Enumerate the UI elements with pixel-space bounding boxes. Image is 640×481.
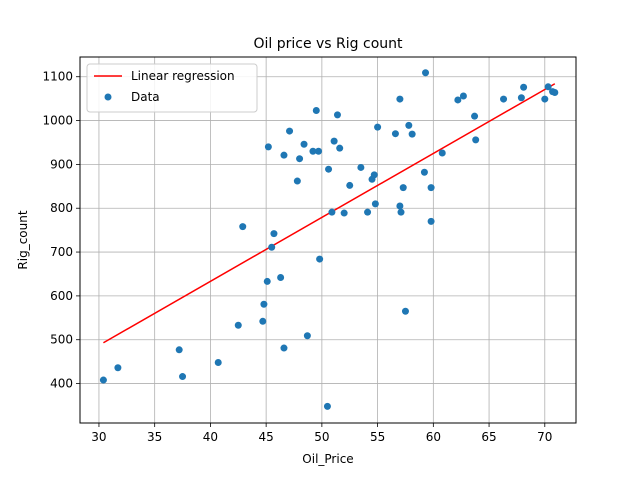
data-point [408,130,416,138]
legend-regression-label: Linear regression [131,69,235,83]
data-point [286,127,294,135]
grid-layer [80,57,576,423]
data-point [551,89,559,97]
data-point [427,217,435,225]
data-point [268,243,276,251]
x-tick-label: 50 [314,430,329,444]
data-point [114,364,122,372]
data-point [316,255,324,263]
x-tick-label: 35 [147,430,162,444]
y-tick-label: 1100 [42,70,73,84]
data-point [263,277,271,285]
data-point [340,209,348,217]
data-point [405,121,413,129]
data-point [300,140,308,148]
y-tick-label: 600 [50,289,73,303]
data-point [264,143,272,151]
data-point [277,273,285,281]
x-tick-label: 45 [258,430,273,444]
data-point [396,202,404,210]
data-layer [99,69,559,410]
data-point [364,208,372,216]
legend-data-label: Data [131,90,160,104]
legend-data-swatch [104,93,112,101]
data-point [500,95,508,103]
data-point [280,344,288,352]
x-tick-label: 60 [426,430,441,444]
data-point [336,144,344,152]
data-point [293,177,301,185]
data-point [330,137,338,145]
data-point [312,106,320,114]
data-point [303,332,311,340]
y-tick-label: 900 [50,157,73,171]
data-point [370,171,378,179]
x-tick-label: 70 [537,430,552,444]
y-tick-label: 700 [50,245,73,259]
data-point [396,95,404,103]
data-point [309,147,317,155]
data-point [315,147,323,155]
x-tick-label: 40 [203,430,218,444]
data-point [391,130,399,138]
data-point [420,168,428,176]
data-point [454,96,462,104]
data-point [517,94,525,102]
data-point [270,230,278,238]
data-point [357,163,365,171]
ticks-layer: 30 35 40 45 50 55 60 65 70 400 500 600 700 800 900 1000… [42,70,552,444]
data-point [427,184,435,192]
data-point [260,300,268,308]
data-point [401,307,409,315]
data-point [520,83,528,91]
x-tick-label: 30 [91,430,106,444]
data-point [179,373,187,381]
data-point [239,223,247,231]
data-point [346,181,354,189]
data-point [472,136,480,144]
data-point [259,317,267,325]
y-tick-label: 500 [50,333,73,347]
legend-box [86,63,258,113]
x-tick-label: 65 [481,430,496,444]
chart-title: Oil price vs Rig count [253,36,403,52]
data-point [397,208,405,216]
y-tick-label: 800 [50,201,73,215]
data-point [175,346,183,354]
data-point [333,111,341,119]
data-point [234,321,242,329]
y-axis-label: Rig_count [16,210,30,269]
data-point [328,208,336,216]
x-tick-label: 55 [370,430,385,444]
y-tick-label: 1000 [42,114,73,128]
data-point [541,95,549,103]
data-point [374,123,382,131]
y-tick-label: 400 [50,377,73,391]
data-point [280,151,288,159]
data-point [459,92,467,100]
x-axis-label: Oil_Price [302,452,353,466]
data-point [99,376,107,384]
data-point [325,165,333,173]
data-point [422,69,430,77]
plot-frame [79,56,577,424]
data-point [296,155,304,163]
data-point [544,83,552,91]
legend: Linear regression Data [86,63,258,113]
data-point [214,359,222,367]
data-point [323,402,331,410]
data-point [471,112,479,120]
data-point [371,200,379,208]
data-point [399,184,407,192]
data-point [438,149,446,157]
